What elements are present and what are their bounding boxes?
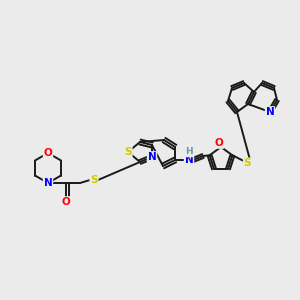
Text: O: O [61, 197, 70, 207]
Text: S: S [244, 158, 251, 168]
Text: N: N [44, 178, 52, 188]
Text: O: O [214, 138, 224, 148]
Text: H: H [185, 148, 193, 157]
Text: N: N [148, 152, 156, 162]
Text: S: S [90, 175, 98, 185]
Text: N: N [184, 155, 194, 165]
Text: N: N [266, 107, 274, 117]
Text: S: S [124, 147, 132, 157]
Text: O: O [44, 148, 52, 158]
